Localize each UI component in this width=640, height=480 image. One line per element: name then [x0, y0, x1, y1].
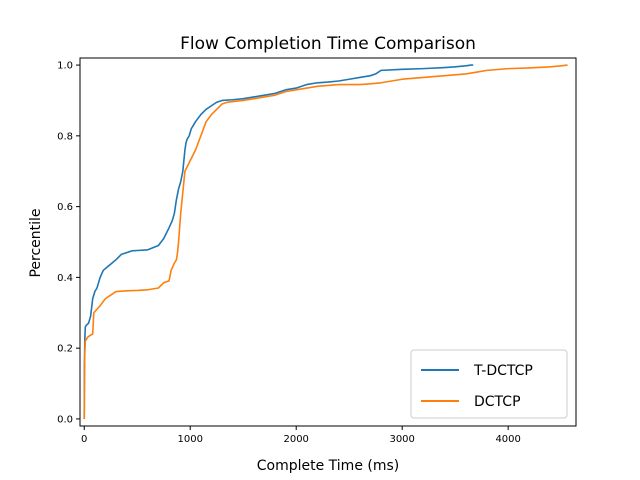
x-tick-label: 3000 [389, 434, 414, 445]
chart-title: Flow Completion Time Comparison [180, 34, 476, 54]
x-tick-label: 2000 [283, 434, 308, 445]
plot-area [83, 64, 568, 419]
y-tick-label: 1.0 [57, 61, 73, 72]
y-tick-label: 0.4 [57, 273, 73, 284]
y-axis: 0.0 0.2 0.4 0.6 0.8 1.0 [57, 61, 80, 425]
series-line-dctcp [83, 64, 568, 419]
y-tick-label: 0.0 [57, 414, 73, 425]
x-tick-label: 1000 [177, 434, 202, 445]
x-tick-label: 0 [81, 434, 87, 445]
legend-label: DCTCP [474, 394, 521, 410]
y-tick-label: 0.6 [57, 202, 73, 213]
x-axis: 0 1000 2000 3000 4000 [81, 426, 521, 445]
legend: T-DCTCP DCTCP [410, 349, 568, 419]
plot-frame [79, 57, 577, 427]
x-tick-label: 4000 [495, 434, 520, 445]
y-tick-label: 0.8 [57, 131, 73, 142]
y-tick-label: 0.2 [57, 344, 73, 355]
y-axis-title: Percentile [28, 208, 44, 277]
series-line-t-dctcp [83, 64, 474, 419]
legend-label: T-DCTCP [473, 363, 533, 379]
x-axis-title: Complete Time (ms) [257, 458, 400, 474]
